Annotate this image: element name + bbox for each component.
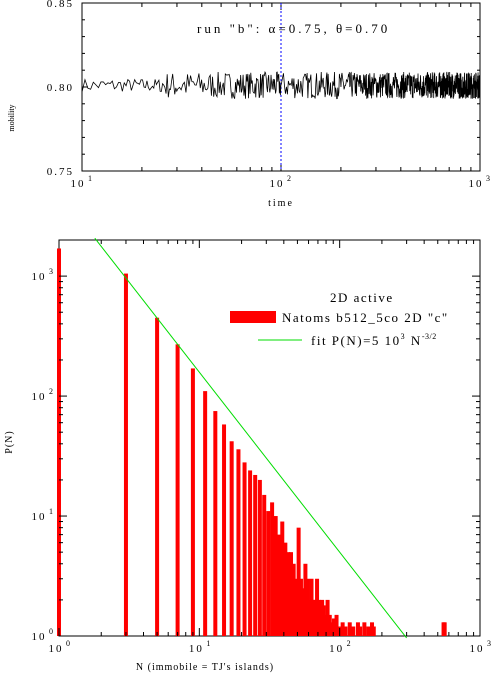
distribution-ticks: 10 0 10 1 10 2 10 310 010 110 210 3 [32, 240, 493, 655]
bar [253, 474, 258, 636]
bar [329, 622, 334, 636]
x-tick-label: 10 [469, 178, 484, 190]
x-tick-label: 10 [470, 643, 485, 655]
y-tick-label: 10 [32, 511, 47, 523]
bar [305, 578, 310, 636]
bar [229, 441, 234, 636]
bar [213, 411, 218, 636]
mobility-series [81, 70, 481, 100]
bar [257, 479, 262, 636]
legend-bar-label: Natoms b512_5co 2D "c" [282, 310, 449, 325]
legend-title: 2D active [330, 290, 394, 305]
x-tick-exponent: 1 [206, 639, 212, 648]
bar [155, 317, 160, 636]
y-tick-label: 0.75 [47, 166, 74, 178]
x-tick-label: 10 [71, 178, 86, 190]
bar [366, 626, 371, 636]
x-tick-label: 10 [189, 643, 204, 655]
bar [57, 248, 61, 636]
bar [296, 527, 301, 636]
bar [248, 470, 253, 636]
bar [371, 626, 376, 636]
legend-fit-text: fit P(N)=5 10 [311, 333, 401, 348]
bar [334, 614, 339, 636]
bar [351, 626, 356, 636]
bar [327, 614, 332, 636]
x-tick-exponent: 2 [347, 639, 353, 648]
bar [362, 622, 367, 636]
bar [343, 626, 348, 636]
x-tick-exponent: 2 [287, 174, 293, 183]
bar [294, 578, 299, 636]
y-tick-label: 0.80 [47, 82, 74, 94]
bar [277, 534, 282, 636]
y-tick-exponent: 2 [49, 387, 55, 396]
bar [123, 273, 128, 636]
y-tick-label: 10 [32, 631, 47, 643]
bar [280, 521, 285, 636]
legend: 2D active Natoms b512_5co 2D "c" fit P(N… [230, 290, 449, 348]
x-tick-exponent: 1 [88, 174, 94, 183]
bar [298, 578, 303, 636]
y-tick-exponent: 0 [49, 627, 55, 636]
bar [442, 622, 447, 636]
bar [303, 563, 308, 636]
x-tick-exponent: 0 [66, 639, 72, 648]
x-tick-label: 10 [329, 643, 344, 655]
bar [325, 599, 330, 636]
time-x-label: time [268, 198, 294, 209]
y-tick-label: 10 [32, 391, 47, 403]
bar [273, 516, 278, 636]
bar [242, 462, 247, 636]
distribution-chart: 10 0 10 1 10 2 10 310 010 110 210 3 P(N) N (immobil… [4, 237, 493, 673]
legend-fit-label: fit P(N)=5 103 N-3/2 [311, 332, 437, 348]
bar [323, 614, 328, 636]
pn-y-label: P(N) [4, 430, 15, 453]
bar [222, 424, 227, 636]
distribution-bars [57, 248, 447, 636]
n-x-label: N (immobile = TJ's islands) [136, 662, 274, 673]
bar [270, 502, 275, 636]
mobility-y-label: mobility [7, 104, 16, 131]
y-tick-label: 10 [32, 271, 47, 283]
bar [331, 618, 336, 636]
bar [358, 626, 363, 636]
bar [301, 588, 306, 636]
bar [266, 511, 271, 636]
bar [289, 552, 293, 636]
bar [203, 391, 208, 636]
bar [347, 622, 352, 636]
run-annotation: run "b": α=0.75, θ=0.70 [197, 21, 390, 36]
legend-fit-n: N [406, 333, 422, 348]
y-tick-label: 0.85 [47, 0, 74, 10]
legend-bar-swatch [230, 311, 276, 323]
legend-fit-exp1: 3 [401, 332, 407, 341]
bar [262, 494, 267, 636]
bar [340, 622, 345, 636]
y-tick-exponent: 1 [49, 507, 55, 516]
y-tick-exponent: 3 [49, 267, 55, 276]
legend-fit-exp2: -3/2 [422, 332, 437, 341]
bar [175, 344, 180, 636]
bar [291, 563, 296, 636]
bar [190, 368, 195, 636]
x-tick-label: 10 [270, 178, 285, 190]
x-tick-label: 10 [49, 643, 64, 655]
bar [283, 542, 288, 636]
bar [286, 552, 291, 636]
bar [236, 449, 241, 636]
x-tick-exponent: 3 [486, 174, 492, 183]
bar [355, 622, 360, 636]
x-tick-exponent: 3 [487, 639, 493, 648]
fit-line [94, 237, 408, 639]
